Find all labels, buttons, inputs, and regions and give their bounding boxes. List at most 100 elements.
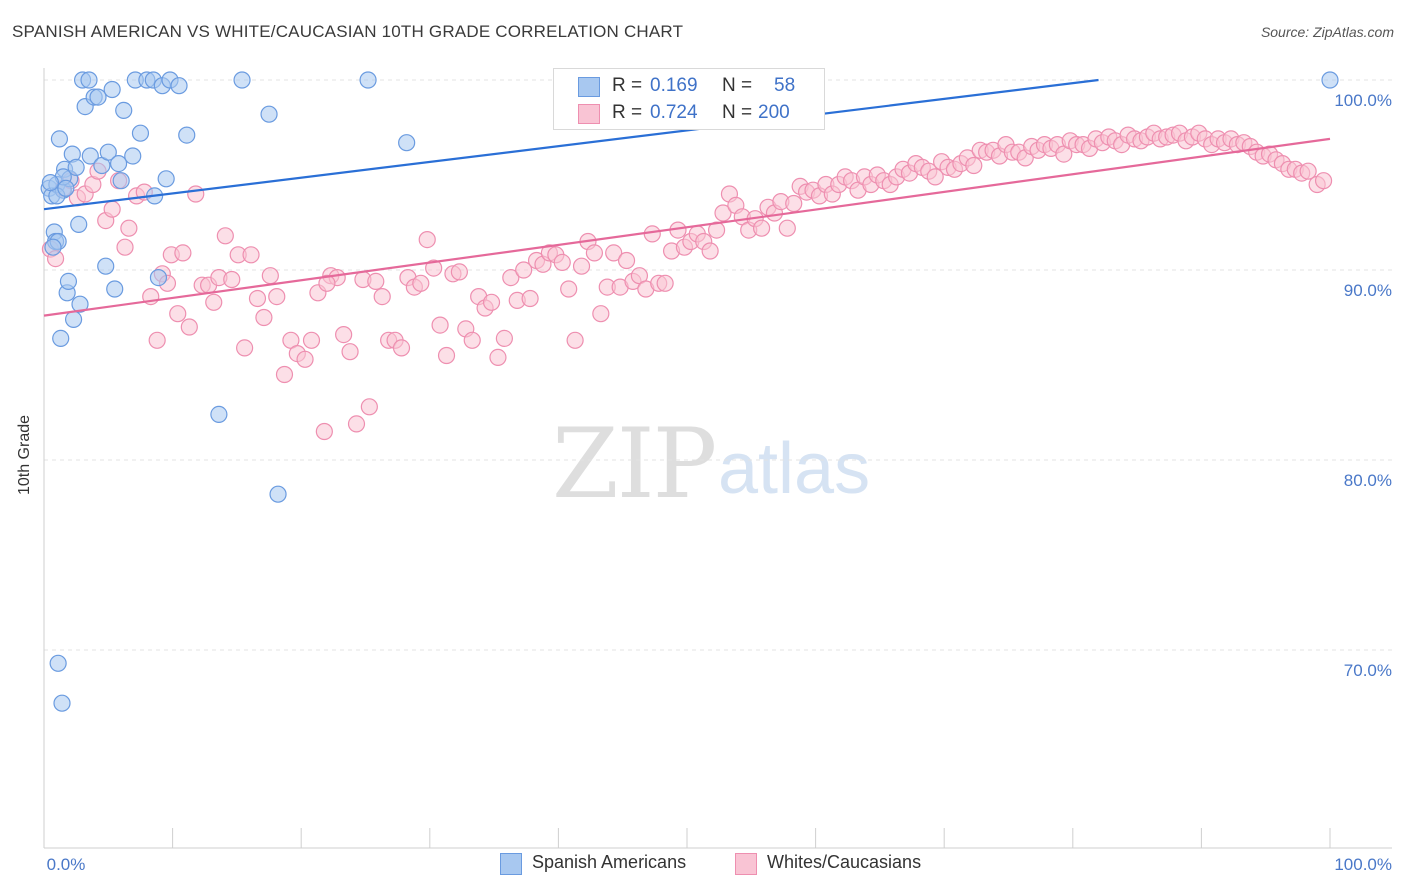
chart-title: SPANISH AMERICAN VS WHITE/CAUCASIAN 10TH… xyxy=(12,22,684,41)
legend-n-label: N = xyxy=(722,75,753,96)
data-point xyxy=(566,331,584,349)
data-point xyxy=(752,219,771,237)
data-point xyxy=(157,170,175,188)
data-point xyxy=(605,244,623,262)
data-point xyxy=(359,71,377,89)
data-point xyxy=(785,194,803,213)
data-point xyxy=(268,288,286,306)
data-point xyxy=(210,405,228,423)
data-point xyxy=(275,365,294,384)
trend-line xyxy=(43,78,1099,211)
data-point xyxy=(116,238,134,256)
data-point xyxy=(450,263,468,281)
data-point xyxy=(248,289,267,308)
legend-swatch-spanish xyxy=(500,853,522,875)
data-point xyxy=(71,295,89,313)
data-point xyxy=(236,339,254,357)
data-point xyxy=(482,293,501,311)
data-point xyxy=(1314,172,1333,190)
data-point xyxy=(70,215,88,233)
data-point xyxy=(373,288,391,306)
data-point xyxy=(261,267,279,285)
data-point xyxy=(656,274,674,292)
trend-line xyxy=(43,137,1331,317)
data-point xyxy=(495,329,513,347)
data-point xyxy=(255,308,273,327)
data-point xyxy=(106,280,124,298)
y-tick-label: 100.0% xyxy=(1334,91,1392,110)
data-point xyxy=(50,130,69,148)
data-point xyxy=(223,270,241,289)
data-point xyxy=(296,350,314,368)
data-point xyxy=(398,134,416,152)
data-point xyxy=(99,143,117,161)
correlation-legend: R = 0.169 N = 58 R = 0.724 N = 200 xyxy=(553,68,825,130)
data-point xyxy=(560,280,578,298)
data-point xyxy=(367,272,385,290)
data-point xyxy=(778,219,796,237)
data-point xyxy=(463,331,481,349)
data-point xyxy=(260,105,278,123)
legend-n-value: 200 xyxy=(758,102,790,123)
data-point xyxy=(49,654,67,672)
data-point xyxy=(521,289,539,308)
legend-r-label: R = xyxy=(612,75,643,96)
data-point xyxy=(489,348,507,366)
data-point xyxy=(81,147,99,165)
x-tick-label: 100.0% xyxy=(1334,855,1392,874)
data-point xyxy=(502,269,520,287)
source-label: Source: ZipAtlas.com xyxy=(1260,24,1394,40)
x-tick-label: 0.0% xyxy=(47,855,86,874)
data-point xyxy=(169,305,187,323)
y-tick-label: 90.0% xyxy=(1344,281,1392,300)
data-point xyxy=(431,316,449,334)
watermark-atlas: atlas xyxy=(718,429,871,509)
data-point xyxy=(341,343,359,361)
data-point xyxy=(109,155,128,173)
legend-row-spanish: R = 0.169 N = 58 xyxy=(554,75,824,99)
data-point xyxy=(269,485,287,503)
data-point xyxy=(315,422,333,441)
y-tick-label: 70.0% xyxy=(1344,661,1392,680)
data-point xyxy=(233,71,251,89)
data-point xyxy=(701,242,719,260)
data-point xyxy=(585,244,604,262)
data-point xyxy=(52,329,70,347)
data-point xyxy=(124,147,142,165)
data-point xyxy=(1321,71,1339,89)
y-tick-label: 80.0% xyxy=(1344,471,1392,490)
data-point xyxy=(180,318,198,336)
data-point xyxy=(714,204,732,222)
legend-r-value: 0.169 xyxy=(650,75,698,96)
data-point xyxy=(437,346,456,365)
data-point xyxy=(335,326,353,344)
data-point xyxy=(57,179,75,197)
data-point xyxy=(44,238,62,256)
data-point xyxy=(131,124,150,142)
data-point xyxy=(53,694,71,712)
data-point xyxy=(392,339,411,357)
data-point xyxy=(148,331,166,349)
legend-n-value: 58 xyxy=(774,75,796,96)
data-point xyxy=(187,185,205,203)
data-point xyxy=(149,269,168,287)
data-point xyxy=(178,126,196,144)
data-point xyxy=(360,398,378,416)
data-point xyxy=(64,310,83,328)
data-point xyxy=(412,274,430,292)
data-point xyxy=(617,251,636,270)
legend-r-value: 0.724 xyxy=(650,102,698,123)
data-point xyxy=(418,231,436,249)
data-point xyxy=(926,168,944,186)
data-point xyxy=(80,71,98,89)
data-point xyxy=(318,274,336,292)
watermark-zip: ZIP xyxy=(552,408,717,520)
data-point xyxy=(515,261,533,279)
data-point xyxy=(115,101,133,120)
legend-n-label: N = xyxy=(722,102,753,123)
data-point xyxy=(347,415,366,433)
legend-r-label: R = xyxy=(612,102,643,123)
data-point xyxy=(59,272,78,290)
data-point xyxy=(242,246,260,264)
